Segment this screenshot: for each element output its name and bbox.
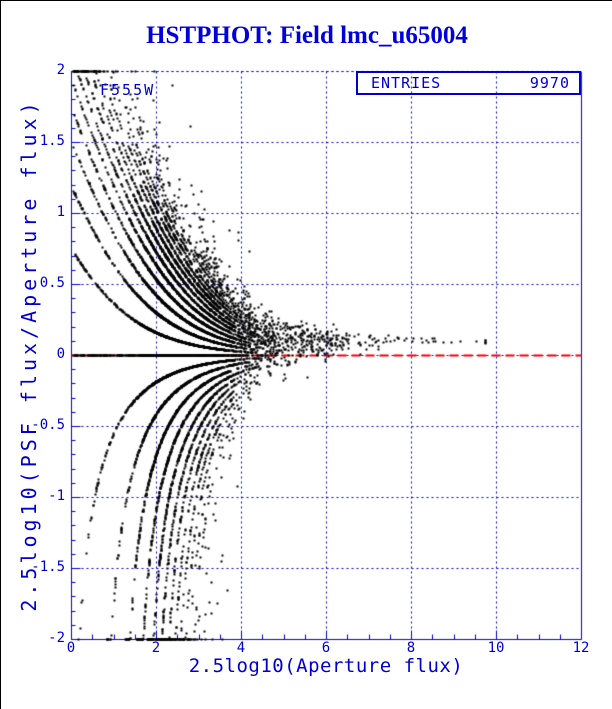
x-axis-title: 2.5log10(Aperture flux) (188, 655, 464, 677)
y-tick-label: -1 (48, 488, 65, 504)
entries-label: ENTRIES (371, 74, 442, 92)
x-tick-label: 12 (572, 640, 590, 656)
y-tick-label: -1.5 (31, 559, 65, 575)
x-tick-label: 2 (151, 640, 161, 656)
entries-value: 9970 (529, 74, 570, 92)
x-tick-label: 6 (321, 640, 331, 656)
y-tick-label: 2 (56, 62, 65, 78)
y-tick-label: 1.5 (39, 133, 65, 149)
y-tick-label: 0.5 (39, 275, 65, 291)
y-axis-title: 2.5log10(PSF flux/Aperture flux) (17, 98, 41, 612)
y-tick-label: 1 (56, 204, 65, 220)
filter-label: F555W (100, 81, 156, 99)
page-title: HSTPHOT: Field lmc_u65004 (146, 22, 468, 49)
y-tick-label: -2 (48, 630, 65, 646)
x-tick-label: 10 (487, 640, 505, 656)
entries-legend-box: ENTRIES 9970 (356, 71, 581, 95)
x-tick-label: 8 (406, 640, 416, 656)
y-tick-label: 0 (56, 346, 65, 362)
y-tick-label: -0.5 (31, 417, 65, 433)
x-tick-label: 4 (236, 640, 246, 656)
x-tick-label: 0 (66, 640, 76, 656)
